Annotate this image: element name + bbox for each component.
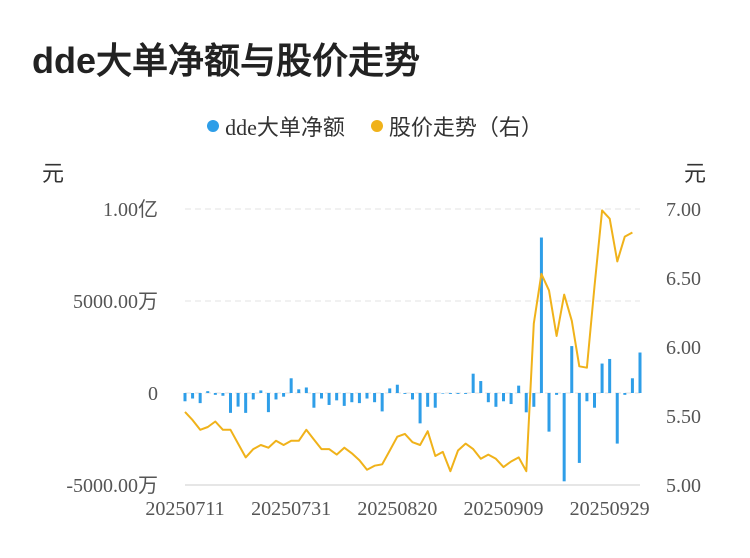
bar-4 xyxy=(213,393,217,395)
right-tick-label-0: 7.00 xyxy=(666,199,701,221)
bar-13 xyxy=(282,393,286,397)
bar-49 xyxy=(555,393,559,395)
bar-60 xyxy=(638,352,642,393)
bar-39 xyxy=(479,381,483,393)
bar-31 xyxy=(418,393,422,424)
bar-10 xyxy=(259,390,263,393)
bar-17 xyxy=(312,393,316,408)
bar-52 xyxy=(577,393,581,463)
bar-38 xyxy=(471,373,475,393)
bar-11 xyxy=(266,393,270,413)
bar-0 xyxy=(183,393,187,402)
bar-40 xyxy=(486,393,490,403)
legend-item-dde[interactable]: dde大单净额 xyxy=(207,110,345,142)
bar-15 xyxy=(297,389,301,393)
x-tick-label-1: 20250731 xyxy=(251,498,331,520)
bar-27 xyxy=(388,388,392,393)
bar-43 xyxy=(509,393,513,405)
bar-25 xyxy=(373,393,377,403)
right-tick-label-2: 6.00 xyxy=(666,337,701,359)
left-tick-label-2: 0 xyxy=(148,383,158,405)
price-line xyxy=(184,209,633,473)
x-tick-label-0: 20250711 xyxy=(145,498,224,520)
bar-44 xyxy=(517,385,521,393)
bar-16 xyxy=(304,387,308,393)
left-tick-label-1: 5000.00万 xyxy=(73,291,158,313)
left-axis-unit: 元 xyxy=(42,161,65,186)
left-tick-label-3: -5000.00万 xyxy=(66,475,158,497)
bar-1 xyxy=(191,393,195,399)
bar-23 xyxy=(357,393,361,404)
bar-57 xyxy=(615,393,619,444)
bar-26 xyxy=(380,393,384,412)
legend-label-price: 股价走势（右） xyxy=(388,115,543,140)
bar-24 xyxy=(365,393,369,399)
bar-56 xyxy=(608,358,612,393)
bar-55 xyxy=(600,363,604,393)
bar-34 xyxy=(441,393,445,394)
right-tick-label-4: 5.00 xyxy=(666,475,701,497)
bar-48 xyxy=(547,393,551,432)
x-tick-label-4: 20250929 xyxy=(570,498,650,520)
bar-29 xyxy=(403,393,407,394)
bar-37 xyxy=(464,393,468,394)
bar-45 xyxy=(524,393,528,413)
bar-32 xyxy=(426,393,430,407)
bar-41 xyxy=(494,393,498,407)
chart-title: dde大单净额与股价走势 xyxy=(32,40,421,81)
left-tick-label-0: 1.00亿 xyxy=(103,198,158,221)
bar-12 xyxy=(274,393,278,400)
bar-30 xyxy=(411,393,414,400)
bar-6 xyxy=(229,393,232,413)
bar-8 xyxy=(244,393,248,413)
bar-21 xyxy=(342,393,346,406)
x-tick-label-3: 20250909 xyxy=(464,498,544,520)
bar-3 xyxy=(206,391,210,393)
bar-20 xyxy=(335,393,339,401)
bar-28 xyxy=(395,384,399,393)
bar-59 xyxy=(630,378,634,393)
right-axis-unit: 元 xyxy=(684,161,707,186)
bar-2 xyxy=(198,393,202,404)
bar-5 xyxy=(221,393,225,396)
bar-51 xyxy=(570,346,574,393)
bar-14 xyxy=(289,378,293,393)
bar-7 xyxy=(236,393,240,407)
bar-33 xyxy=(433,393,437,408)
legend-label-dde: dde大单净额 xyxy=(225,115,345,140)
chart-legend: dde大单净额 股价走势（右） xyxy=(0,110,750,142)
legend-marker-dde xyxy=(207,120,220,132)
x-tick-label-2: 20250820 xyxy=(357,498,437,520)
bar-50 xyxy=(562,393,566,482)
bar-46 xyxy=(532,393,536,407)
bar-22 xyxy=(350,393,354,403)
bar-9 xyxy=(251,393,255,400)
bar-35 xyxy=(448,393,452,394)
right-tick-label-3: 5.50 xyxy=(666,406,701,428)
bar-47 xyxy=(539,237,543,393)
bar-54 xyxy=(593,393,596,408)
bar-18 xyxy=(320,393,323,399)
bar-19 xyxy=(327,393,331,405)
bar-42 xyxy=(502,393,505,402)
legend-item-price[interactable]: 股价走势（右） xyxy=(370,110,543,142)
legend-marker-price xyxy=(370,120,383,132)
bar-53 xyxy=(585,393,589,402)
bar-36 xyxy=(456,393,460,394)
right-tick-label-1: 6.50 xyxy=(666,268,701,290)
bar-58 xyxy=(623,393,627,395)
